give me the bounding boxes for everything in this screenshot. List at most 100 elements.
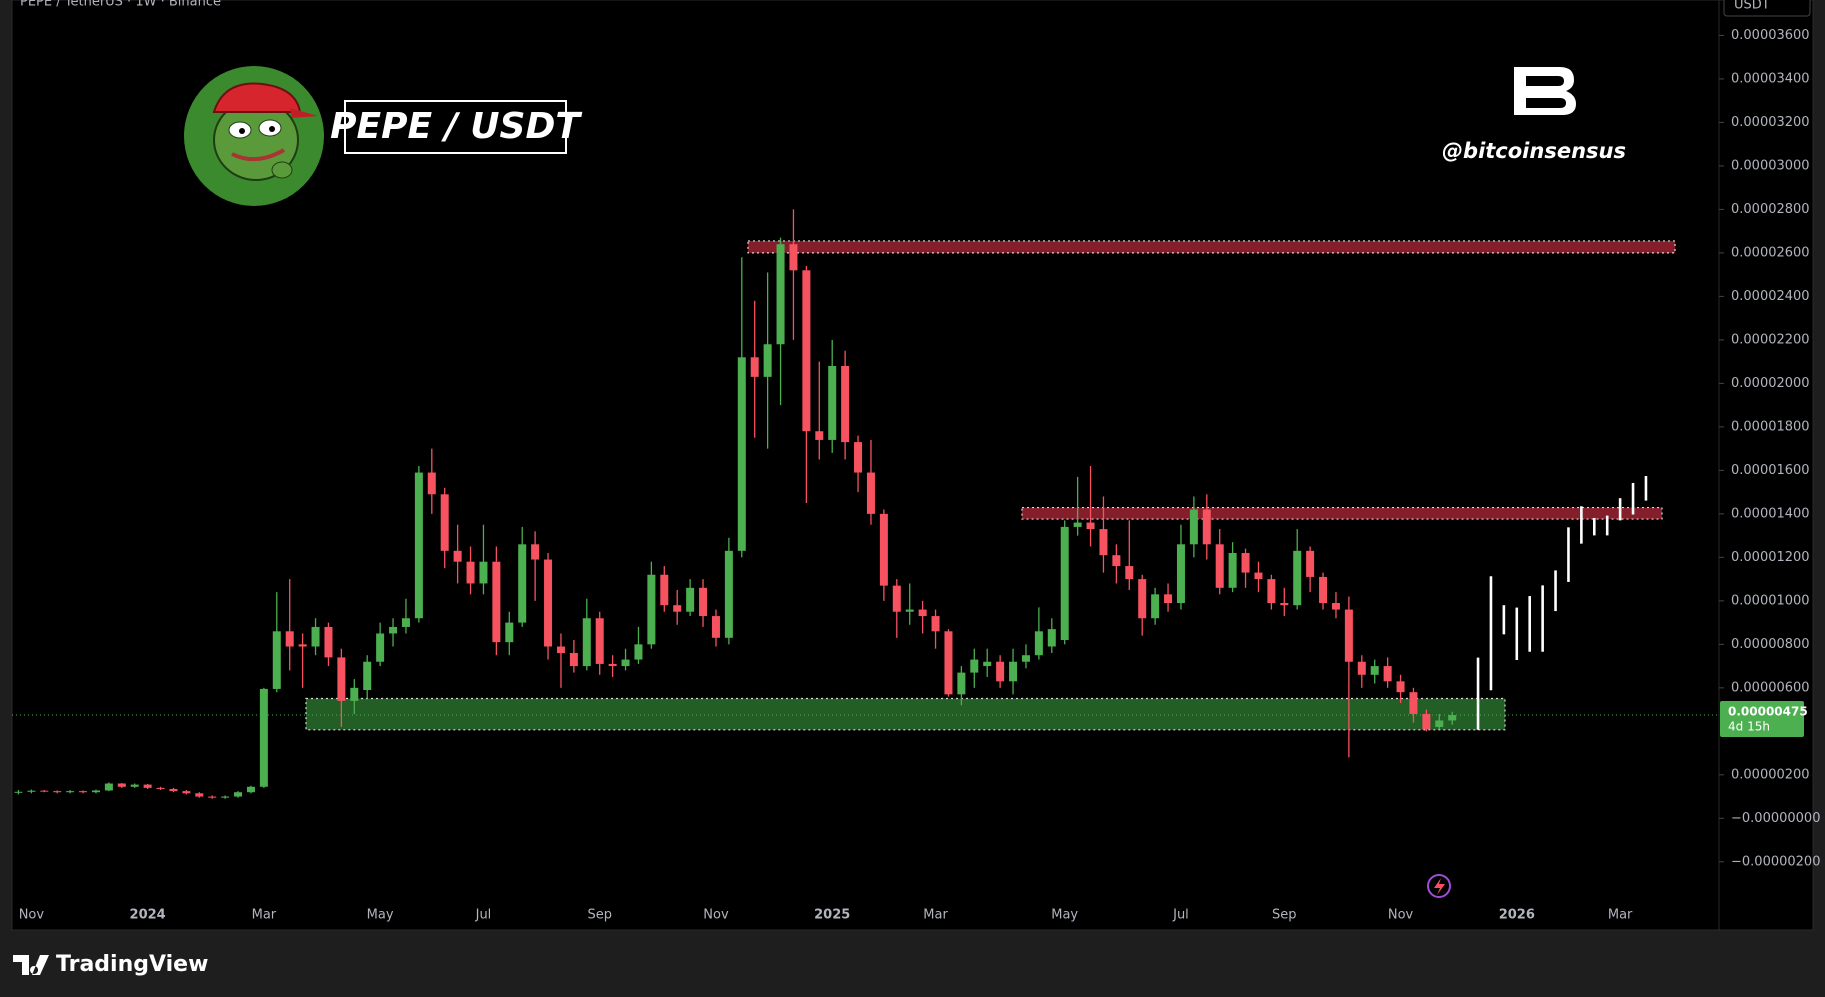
x-tick-label: Nov xyxy=(1388,908,1414,923)
zone xyxy=(747,240,1676,254)
candle-body xyxy=(324,626,333,658)
candle-body xyxy=(1344,609,1353,662)
candle-body xyxy=(427,472,436,495)
candle-body xyxy=(143,784,152,788)
candle-body xyxy=(582,618,591,667)
chart-title: PEPE / USDT xyxy=(330,106,582,147)
candle-body xyxy=(776,244,785,345)
candle-body xyxy=(14,791,23,793)
candle-body xyxy=(1306,550,1315,577)
y-tick-label: 0.00000200 xyxy=(1731,767,1810,782)
candle-body xyxy=(466,561,475,584)
candle-body xyxy=(750,357,759,377)
candle-body xyxy=(1099,529,1108,556)
candle-body xyxy=(311,626,320,647)
candle-body xyxy=(272,631,281,689)
brand-name: TradingView xyxy=(56,952,208,977)
candle-body xyxy=(608,663,617,667)
candle-body xyxy=(711,616,720,638)
candle-body xyxy=(1254,572,1263,580)
candle-body xyxy=(1034,631,1043,656)
x-tick-label: Sep xyxy=(587,908,612,923)
candle-body xyxy=(737,357,746,551)
candle-body xyxy=(1164,594,1173,604)
candle-body xyxy=(518,544,527,623)
candle-body xyxy=(104,783,113,791)
y-tick-label: 0.00002200 xyxy=(1731,332,1810,347)
candle-body xyxy=(1125,566,1134,580)
x-tick-label: Mar xyxy=(923,908,948,923)
candle-body xyxy=(376,633,385,662)
candle-body xyxy=(195,793,204,797)
candle-body xyxy=(544,559,553,647)
candle-body xyxy=(944,631,953,695)
title-box xyxy=(344,100,567,154)
y-tick-label: 0.00001800 xyxy=(1731,419,1810,434)
candle-body xyxy=(492,561,501,643)
candle-body xyxy=(440,494,449,551)
candle-body xyxy=(208,796,217,798)
candle-body xyxy=(363,661,372,691)
candle-body xyxy=(905,609,914,612)
candle-body xyxy=(1228,553,1237,588)
candle-body xyxy=(621,659,630,667)
candle-body xyxy=(1060,526,1069,640)
x-tick-label: Mar xyxy=(1608,908,1633,923)
zone xyxy=(305,697,1506,731)
x-tick-label: 2026 xyxy=(1499,908,1535,923)
currency-label: USDT xyxy=(1734,0,1770,13)
candle-body xyxy=(79,791,88,793)
candle-body xyxy=(854,442,863,473)
candle-body xyxy=(673,605,682,612)
y-tick-label: 0.00002600 xyxy=(1731,245,1810,260)
y-tick-label: 0.00001000 xyxy=(1731,593,1810,608)
plot-area: Nov 2024 Mar May Jul Sep Nov 2025 Mar May Jul Sep No… xyxy=(12,209,1719,923)
candle-body xyxy=(1409,692,1418,714)
last-price-box xyxy=(1720,701,1804,738)
y-tick-label: 0.00003400 xyxy=(1731,71,1810,86)
y-tick-label: 0.00000800 xyxy=(1731,637,1810,652)
y-tick-label: 0.00003600 xyxy=(1731,28,1810,43)
candle-body xyxy=(724,550,733,638)
candle-body xyxy=(841,365,850,443)
x-tick-label: Sep xyxy=(1272,908,1297,923)
candle-body xyxy=(414,472,423,619)
candle-body xyxy=(234,792,243,797)
y-tick-label: 0.00001200 xyxy=(1731,550,1810,565)
candle-body xyxy=(1435,720,1444,727)
candle-body xyxy=(389,626,398,634)
candle-body xyxy=(866,472,875,514)
candle-body xyxy=(892,585,901,612)
currency-box[interactable] xyxy=(1723,0,1811,17)
x-tick-label: Jul xyxy=(475,908,492,923)
candle-body xyxy=(983,661,992,667)
alert-icon[interactable] xyxy=(1427,874,1451,898)
candle-body xyxy=(350,687,359,701)
candle-body xyxy=(117,783,126,787)
candle-body xyxy=(1422,713,1431,730)
candle-body xyxy=(660,574,669,606)
brand-logo xyxy=(1514,67,1576,115)
candle-body xyxy=(1176,544,1185,604)
candle-body xyxy=(1383,666,1392,682)
candle-body xyxy=(918,609,927,617)
tradingview-logo[interactable]: TradingView xyxy=(13,952,208,977)
candle-body xyxy=(27,790,36,792)
countdown-label: 4d 15h xyxy=(1728,720,1770,734)
x-tick-label: Nov xyxy=(19,908,45,923)
candle-body xyxy=(505,622,514,643)
x-tick-label: Jul xyxy=(1172,908,1189,923)
candle-body xyxy=(401,618,410,627)
candle-body xyxy=(53,791,62,793)
y-tick-label: 0.00000600 xyxy=(1731,680,1810,695)
candle-body xyxy=(634,644,643,660)
candle-body xyxy=(1202,509,1211,545)
candle-body xyxy=(479,561,488,584)
y-tick-label: −0.00000200 xyxy=(1731,854,1820,869)
y-tick-label: 0.00002800 xyxy=(1731,202,1810,217)
candle-body xyxy=(298,644,307,647)
candle-body xyxy=(1267,579,1276,604)
candle-body xyxy=(453,550,462,562)
candle-body xyxy=(1357,661,1366,675)
candle-body xyxy=(1151,594,1160,619)
